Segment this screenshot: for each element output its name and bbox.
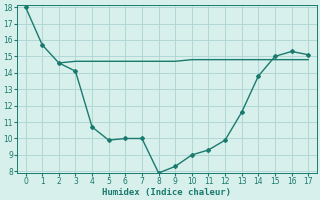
X-axis label: Humidex (Indice chaleur): Humidex (Indice chaleur) [102,188,231,197]
